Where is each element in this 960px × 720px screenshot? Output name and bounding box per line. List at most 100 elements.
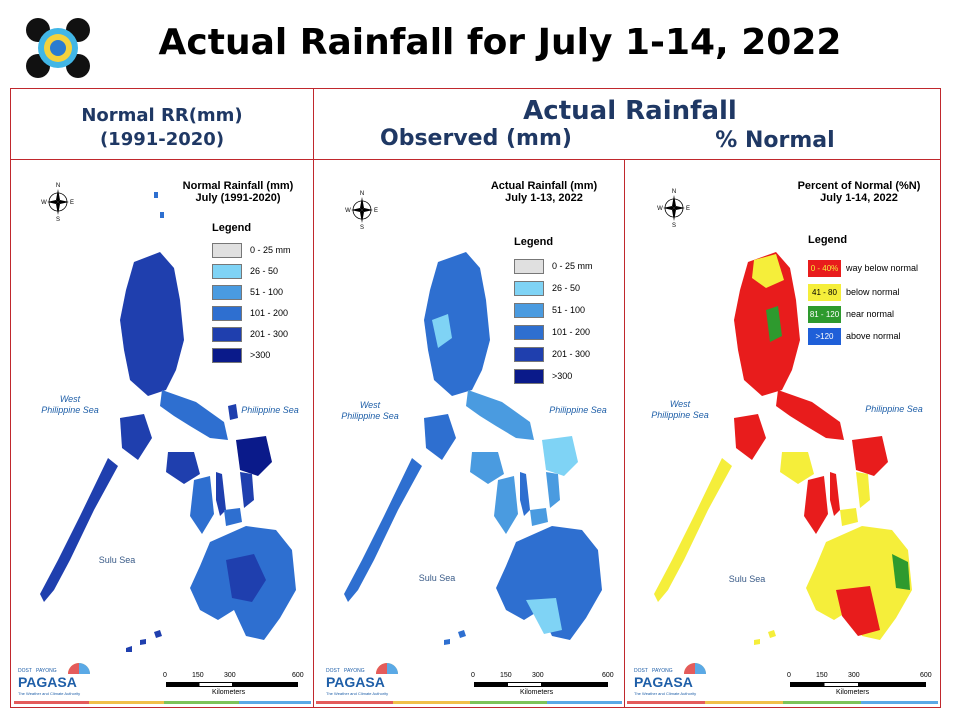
negros <box>190 476 214 534</box>
samar <box>542 436 578 476</box>
color-stripe-red <box>627 701 705 704</box>
samar <box>236 436 272 476</box>
mindanao <box>496 526 602 640</box>
scale-bar-graphic <box>790 682 926 687</box>
compass-w: W <box>345 208 351 214</box>
legend-title: Legend <box>514 236 554 248</box>
header-normal-line1: Normal RR(mm) <box>81 105 243 126</box>
legend-item: 201 - 300 <box>514 346 590 362</box>
legend-swatch <box>212 347 242 363</box>
map-normal-rainfall <box>40 192 296 652</box>
sea-label-philippine: Philippine Sea <box>865 404 923 414</box>
bohol <box>840 508 858 526</box>
legend-swatch <box>212 284 242 300</box>
sea-label-line: Philippine Sea <box>41 405 99 415</box>
logo-brand: PAGASA <box>326 674 385 690</box>
bohol <box>224 508 242 526</box>
header-normal-rr: Normal RR(mm) (1991-2020) <box>12 104 312 152</box>
sea-label-line: West <box>59 394 81 404</box>
map-title-actual-line1: Actual Rainfall (mm) <box>490 180 598 192</box>
luzon-landmass <box>120 252 184 396</box>
scale-tick-150: 150 <box>192 672 204 679</box>
legend-swatch <box>514 324 544 340</box>
legend-title: Legend <box>212 222 252 234</box>
scale-unit: Kilometers <box>836 689 870 696</box>
compass-e: E <box>686 206 690 212</box>
map-title-normal-line2: July (1991-2020) <box>195 192 281 204</box>
luzon-landmass <box>424 252 490 396</box>
legend-swatch <box>514 280 544 296</box>
cebu <box>520 472 530 516</box>
mindanao <box>806 526 912 640</box>
legend-label: 201 - 300 <box>250 329 289 339</box>
logo-tagline: The Weather and Climate Authority <box>634 691 697 696</box>
logo-tagline: The Weather and Climate Authority <box>18 691 81 696</box>
scale-tick-600: 600 <box>920 672 932 679</box>
negros <box>804 476 828 534</box>
map-actual-rainfall <box>344 252 602 645</box>
color-stripe-blue <box>861 701 938 704</box>
legend-item: 81 - 120 near normal <box>808 305 895 323</box>
map-title-percent-line1: Percent of Normal (%N) <box>797 180 921 192</box>
logo-brand: PAGASA <box>18 674 77 690</box>
pagasa-seal-logo <box>26 18 90 78</box>
map-title-normal-line1: Normal Rainfall (mm) <box>182 180 294 192</box>
pagasa-brand-logo: DOST PAYONG PAGASA The Weather and Clima… <box>16 660 100 700</box>
logo-brand-top: PAYONG <box>36 668 57 674</box>
luzon-south <box>776 390 844 440</box>
pagasa-brand-logo: DOST PAYONG PAGASA The Weather and Clima… <box>632 660 716 700</box>
legend-label: near normal <box>846 309 895 319</box>
scale-tick-600: 600 <box>292 672 304 679</box>
legend-item: >120 above normal <box>808 327 901 345</box>
map-percent-normal <box>654 252 912 645</box>
legend-swatch <box>212 326 242 342</box>
mindoro <box>734 414 766 460</box>
color-stripe-green <box>164 701 239 704</box>
legend-percent: Legend 0 - 40% way below normal 41 - 80 be… <box>804 234 934 350</box>
palawan <box>40 458 118 602</box>
legend-label: way below normal <box>846 263 919 273</box>
legend-item: 0 - 25 mm <box>212 242 291 258</box>
header-observed: Observed (mm) <box>380 126 572 151</box>
color-stripe-yellow <box>705 701 783 704</box>
scale-unit: Kilometers <box>212 689 246 696</box>
compass-w: W <box>657 206 663 212</box>
legend-swatch: 41 - 80 <box>808 283 841 301</box>
legend-label: 101 - 200 <box>250 308 289 318</box>
scale-bar: 0 150 300 600 Kilometers <box>468 672 618 700</box>
legend-label: 201 - 300 <box>552 349 591 359</box>
sea-label-philippine: Philippine Sea <box>241 405 299 415</box>
legend-swatch <box>212 305 242 321</box>
leyte <box>546 472 560 508</box>
legend-item: 101 - 200 <box>212 305 288 321</box>
compass-rose-icon: N S W E <box>41 183 74 222</box>
umbrella-icon <box>684 663 706 674</box>
luzon-yellow-north <box>752 254 784 288</box>
sea-label-philippine: Philippine Sea <box>549 405 607 415</box>
scale-tick-150: 150 <box>816 672 828 679</box>
legend-item: 51 - 100 <box>514 302 585 318</box>
scale-tick-0: 0 <box>471 672 475 679</box>
scale-bar-graphic <box>166 682 298 687</box>
compass-rose-icon: N S W E <box>657 189 690 228</box>
legend-label: 0 - 25 mm <box>250 245 291 255</box>
logo-brand: PAGASA <box>634 674 693 690</box>
mindoro <box>424 414 456 460</box>
legend-item: 26 - 50 <box>514 280 580 296</box>
map-title-actual-line2: July 1-13, 2022 <box>505 192 583 204</box>
logo-small-text: DOST <box>18 668 32 674</box>
legend-label: >300 <box>250 350 271 360</box>
legend-swatch <box>212 263 242 279</box>
panay <box>166 452 200 484</box>
sulu-islands <box>444 630 466 645</box>
logo-small-text: DOST <box>634 668 648 674</box>
color-stripe-blue <box>239 701 311 704</box>
scale-bar: 0 150 300 600 Kilometers <box>784 672 934 700</box>
legend-label: 51 - 100 <box>250 287 284 297</box>
panay <box>780 452 814 484</box>
compass-w: W <box>41 200 47 206</box>
mindanao-core <box>226 554 266 602</box>
catanduanes <box>228 404 238 420</box>
sea-label-line: Philippine Sea <box>341 411 399 421</box>
legend-title: Legend <box>808 234 848 246</box>
